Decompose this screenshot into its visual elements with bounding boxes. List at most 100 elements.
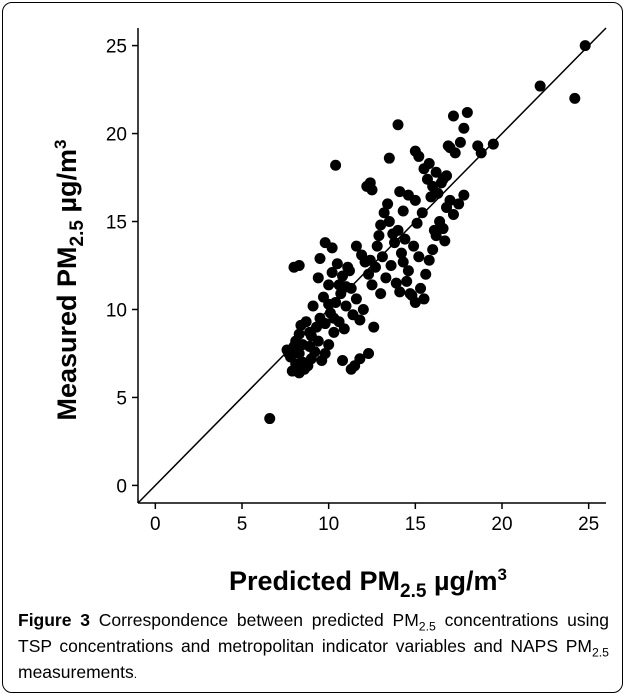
caption-text-2: concentrations using TSP concentrations … [18,610,609,656]
data-point [437,173,449,185]
data-point [371,240,383,252]
data-point [330,159,342,171]
data-point [430,166,442,178]
data-point [333,279,345,291]
data-point [389,237,401,249]
x-tick-label: 5 [237,514,248,535]
data-point [415,282,427,294]
data-point [375,288,387,300]
data-point [461,106,473,118]
data-point [356,249,368,261]
data-point [326,267,338,279]
data-point [293,347,305,359]
data-point [401,275,413,287]
data-point [378,207,390,219]
data-point [437,223,449,235]
data-point [428,224,440,236]
data-point [454,136,466,148]
data-point [383,152,395,164]
data-point [328,312,340,324]
data-point [361,180,373,192]
x-tick-label: 0 [150,514,161,535]
caption-end: . [133,667,138,681]
data-point [323,279,335,291]
data-point [337,355,349,366]
data-point [328,326,340,338]
data-point [340,300,352,312]
data-point [364,254,376,266]
data-point [354,314,366,326]
data-point [569,92,581,104]
y-axis: 0 5 10 15 20 25 [106,28,139,503]
data-point [409,296,421,308]
data-point [319,318,331,330]
caption-sub-2: 2.5 [591,645,609,660]
figure-label: Figure 3 [18,610,90,630]
data-point [420,268,432,280]
data-points [264,40,591,425]
scatter-chart: 0 5 10 15 20 25 0 5 10 15 20 25 Measured PM2.5 µg/… [51,27,607,600]
data-point [449,147,461,159]
data-point [385,260,397,271]
x-tick-label: 10 [318,514,339,535]
data-point [392,224,404,236]
data-point [363,347,375,359]
data-point [350,293,362,305]
data-point [368,321,380,333]
data-point [427,244,439,256]
data-point [413,251,425,263]
data-point [418,293,430,305]
data-point [399,233,411,245]
caption-sub-1: 2.5 [418,619,436,634]
data-point [331,258,343,270]
data-point [323,298,335,310]
data-point [397,205,409,217]
data-point [458,122,470,134]
caption-text-3: measurements [18,662,134,682]
data-point [487,138,499,150]
data-point [453,198,465,210]
data-point [376,251,388,263]
data-point [458,189,470,201]
data-point [423,157,435,169]
data-point [395,247,407,259]
data-point [312,272,324,284]
y-tick-label: 10 [106,300,127,321]
data-point [421,173,433,185]
x-tick-label: 25 [578,514,599,535]
data-point [357,303,369,315]
data-point [534,80,546,92]
caption-text-1: Correspondence between predicted PM [89,610,419,630]
data-point [363,268,375,280]
data-point [283,347,295,359]
data-point [314,252,326,264]
data-point [409,145,421,157]
x-tick-label: 20 [491,514,512,535]
data-point [343,265,355,277]
data-point [409,194,421,206]
data-point [444,194,456,206]
y-tick-label: 15 [106,213,127,234]
data-point [295,319,307,331]
data-point [432,187,444,199]
data-point [373,230,385,242]
data-point [439,235,451,247]
data-point [345,363,357,375]
data-point [416,207,428,219]
data-point [319,237,331,249]
data-point [366,279,378,291]
data-point [394,186,406,198]
y-tick-label: 25 [106,37,127,58]
x-axis: 0 5 10 15 20 25 [138,502,606,535]
data-point [338,323,350,335]
data-point [383,216,395,228]
data-point [447,110,459,122]
x-tick-label: 15 [405,514,426,535]
data-point [579,40,591,52]
figure-caption: Figure 3 Correspondence between predicte… [18,607,609,687]
data-point [293,260,305,271]
data-point [264,413,276,425]
data-point [402,265,414,277]
data-point [411,217,423,229]
